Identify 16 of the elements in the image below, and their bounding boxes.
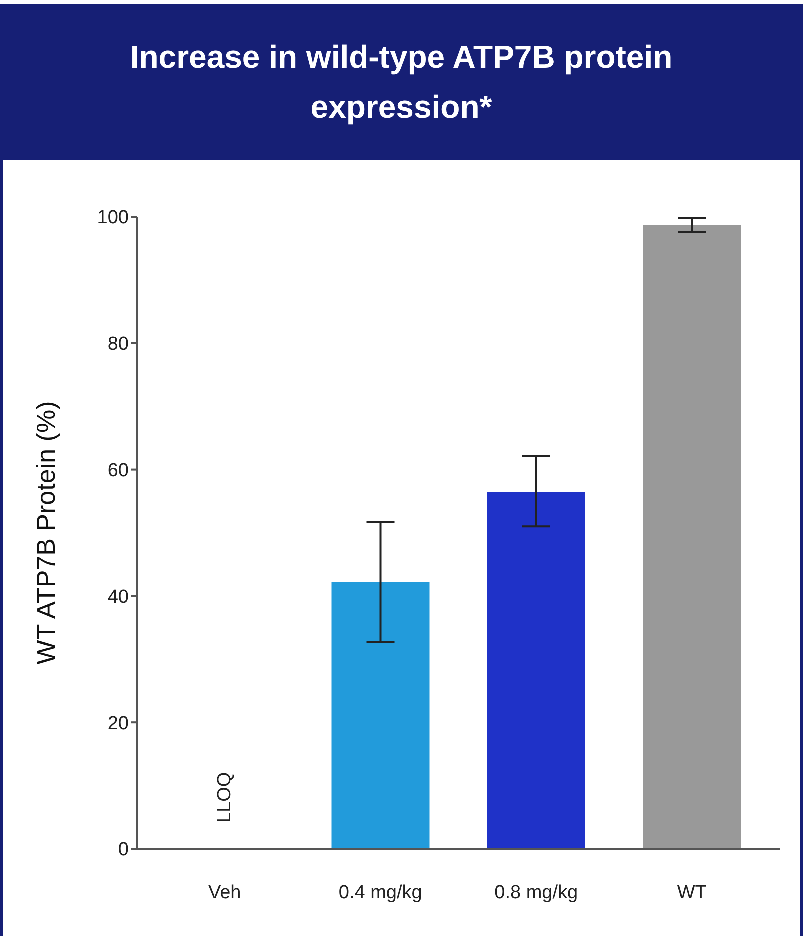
chart-title: Increase in wild-type ATP7B protein expression* xyxy=(129,38,674,127)
y-tick-label: 20 xyxy=(108,713,129,734)
bar xyxy=(643,225,742,849)
y-axis-title: WT ATP7B Protein (%) xyxy=(31,401,62,665)
y-tick-label: 100 xyxy=(97,208,129,229)
y-tick-label: 60 xyxy=(108,460,129,482)
x-tick-label: WT xyxy=(677,882,708,904)
x-tick-label: 0.8 mg/kg xyxy=(494,882,578,904)
bar xyxy=(488,492,586,849)
bar xyxy=(332,582,430,849)
x-tick-label: 0.4 mg/kg xyxy=(338,882,422,904)
y-tick-label: 0 xyxy=(118,840,129,861)
y-tick-label: 80 xyxy=(108,334,129,356)
x-tick-label: Veh xyxy=(208,882,242,904)
annotation: LLOQ xyxy=(214,772,236,823)
y-tick-label: 40 xyxy=(108,586,129,608)
